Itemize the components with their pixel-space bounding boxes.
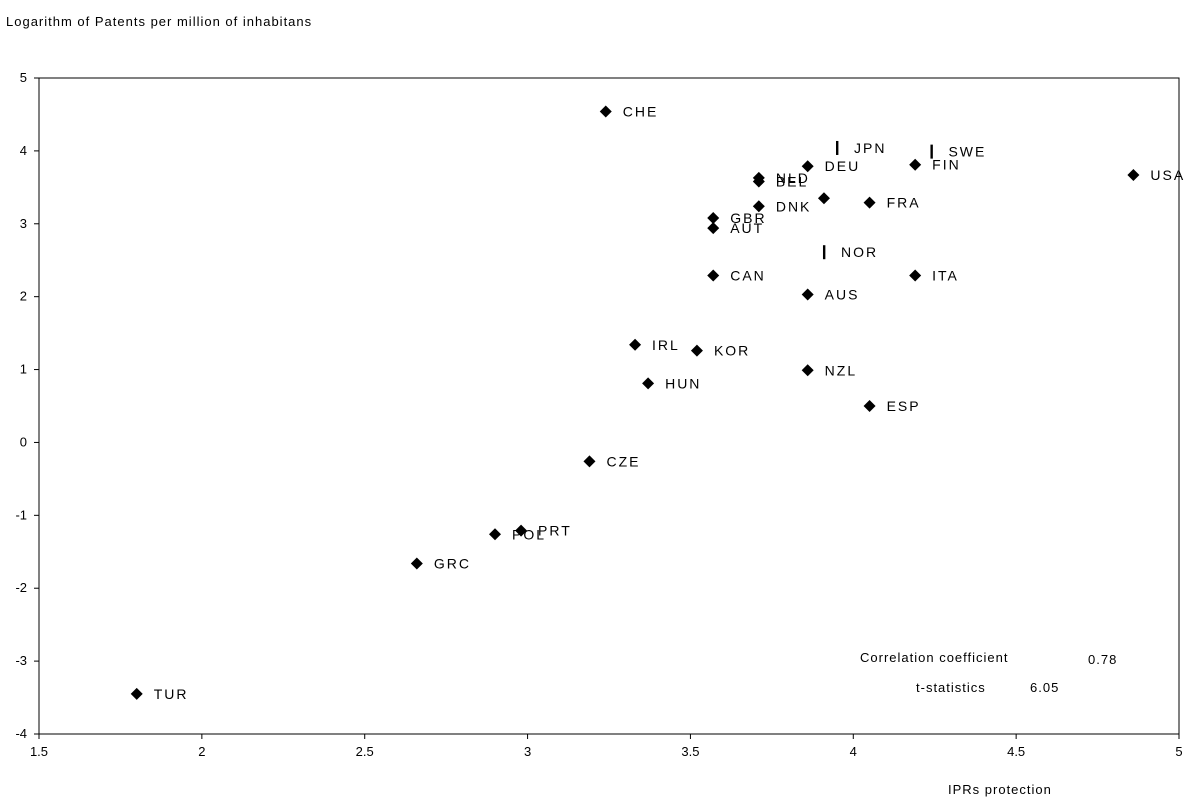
data-point-irl [629,338,642,351]
data-label-che: CHE [623,104,659,120]
data-point-nzl [801,364,814,377]
data-point-ita [909,269,922,282]
data-label-nor: NOR [841,244,878,260]
data-point-pol [489,528,501,541]
data-point-hun [642,377,655,390]
data-point-unnamed [817,192,830,205]
tstat-value: 6.05 [1030,680,1059,695]
data-label-tur: TUR [154,686,189,702]
y-tick-label: 3 [20,216,27,231]
data-label-jpn: JPN [854,140,886,156]
data-label-usa: USA [1150,167,1185,183]
data-label-cze: CZE [606,453,640,469]
data-label-dnk: DNK [776,198,812,214]
data-point-cze [583,455,596,468]
data-label-aus: AUS [825,286,860,302]
data-label-pol: POL [512,526,546,542]
data-point-kor [690,344,703,357]
data-point-che [599,105,612,118]
data-point-nor [822,245,826,260]
x-tick-label: 3 [524,744,531,759]
data-point-esp [863,400,876,412]
data-label-fra: FRA [887,195,921,211]
y-tick-label: -4 [15,726,27,741]
y-tick-label: -3 [15,653,27,668]
data-point-grc [410,557,423,570]
data-point-usa [1127,168,1140,181]
x-tick-label: 1.5 [30,744,48,759]
x-tick-label: 4.5 [1007,744,1025,759]
y-tick-label: -2 [15,580,27,595]
x-tick-label: 4 [850,744,857,759]
data-label-esp: ESP [887,398,921,414]
y-tick-label: 1 [20,362,27,377]
data-label-deu: DEU [825,158,861,174]
tstat-label: t-statistics [916,680,986,695]
data-point-prt [515,524,528,537]
data-point-aut [707,222,720,235]
data-label-can: CAN [730,268,766,284]
data-point-deu [801,160,814,173]
x-axis: 1.5 2 2.5 3 3.5 4 4.5 5 [30,734,1183,759]
data-point-swe [930,144,933,159]
data-label-ita: ITA [932,268,959,284]
data-label-hun: HUN [665,375,701,391]
data-point-can [707,269,720,282]
y-tick-label: -1 [15,507,27,522]
data-point-aus [801,288,814,301]
y-tick-label: 5 [20,70,27,85]
data-label-fin: FIN [932,157,961,173]
data-point-fin [909,158,922,171]
correlation-value: 0.78 [1088,652,1117,667]
x-tick-label: 2.5 [356,744,374,759]
data-label-prt: PRT [538,523,572,539]
y-tick-label: 2 [20,289,27,304]
data-point-jpn [836,140,839,155]
data-label-aut: AUT [730,220,764,236]
data-point-gbr [707,211,720,224]
y-axis: 5 4 3 2 1 0 -1 -2 -3 -4 [15,70,39,741]
x-tick-label: 3.5 [681,744,699,759]
x-tick-label: 5 [1175,744,1182,759]
x-axis-title: IPRs protection [948,782,1052,797]
data-label-swe: SWE [948,144,986,160]
y-axis-title: Logarithm of Patents per million of inha… [6,14,313,29]
data-point-tur [130,687,143,700]
data-label-gbr: GBR [730,210,766,226]
data-points [130,105,1140,700]
data-label-nzl: NZL [825,362,857,378]
x-tick-label: 2 [198,744,205,759]
plot-area-frame [38,77,1180,735]
y-tick-label: 0 [20,434,27,449]
data-point-dnk [752,200,765,213]
correlation-label: Correlation coefficient [860,650,1009,665]
data-label-kor: KOR [714,343,750,359]
y-tick-label: 4 [20,143,27,158]
data-label-irl: IRL [652,337,680,353]
data-point-fra [863,196,876,209]
data-point-bel [752,175,765,188]
data-label-nld: NLD [776,170,810,186]
data-label-grc: GRC [434,555,471,571]
data-label-bel: BEL [776,174,808,190]
